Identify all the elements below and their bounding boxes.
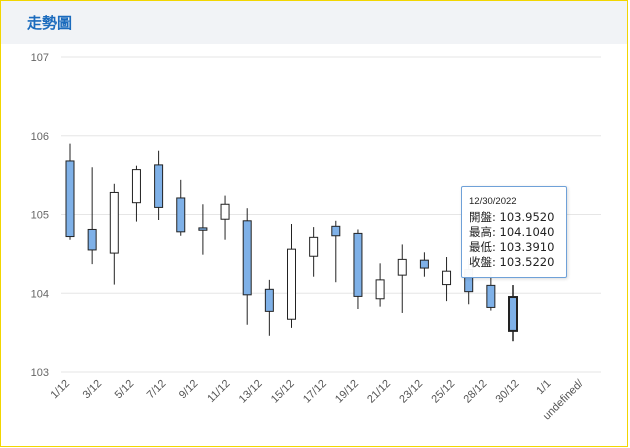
candle-body (486, 284, 496, 308)
candle-body (87, 228, 97, 251)
y-tick-label: 106 (31, 131, 49, 143)
candle-body (65, 160, 75, 238)
candle-body (375, 279, 385, 300)
x-tick-label: 9/12 (177, 378, 201, 402)
tooltip-close: 收盤: 103.5220 (469, 255, 555, 269)
candle-body (176, 197, 186, 233)
candle-body (309, 236, 319, 257)
candle-body (131, 169, 141, 204)
x-tick-label: 3/12 (81, 378, 105, 402)
x-tick-label: 30/12 (494, 378, 522, 406)
panel-header: 走勢圖 (1, 0, 627, 44)
x-tick-label: 11/12 (205, 378, 232, 405)
x-tick-label: 17/12 (301, 378, 329, 406)
x-tick-label: 23/12 (397, 378, 425, 406)
x-tick-label: 19/12 (333, 378, 361, 406)
x-tick-label: 21/12 (365, 378, 393, 406)
x-tick-label: 7/12 (145, 378, 169, 402)
y-tick-label: 104 (31, 288, 49, 300)
x-tick-label: 15/12 (269, 378, 297, 406)
candle-body (442, 270, 452, 286)
y-tick-label: 103 (31, 367, 49, 379)
x-tick-label: 1/1 (534, 378, 553, 397)
tooltip-open: 開盤: 103.9520 (469, 210, 555, 224)
candle-body (397, 258, 407, 276)
x-tick-label: 5/12 (113, 378, 137, 402)
tooltip-date: 12/30/2022 (469, 196, 517, 207)
candle-body (242, 220, 252, 296)
candle-body (109, 191, 119, 254)
candle-body (287, 248, 296, 320)
candle-body (264, 288, 274, 312)
candle-body (419, 259, 429, 269)
candle-body (331, 225, 341, 237)
x-tick-label: 1/12 (48, 378, 72, 402)
candle-tooltip: 12/30/2022 開盤: 103.9520 最高: 104.1040 最低:… (461, 186, 567, 278)
tooltip-high: 最高: 104.1040 (469, 225, 555, 239)
x-tick-label: 25/12 (429, 378, 457, 406)
panel-title: 走勢圖 (27, 14, 73, 32)
candle-body (154, 164, 164, 208)
candle-body (220, 203, 230, 220)
y-tick-label: 105 (31, 210, 49, 222)
x-tick-label: 28/12 (461, 378, 489, 406)
y-tick-label: 107 (31, 52, 49, 64)
x-tick-label: 13/12 (237, 378, 265, 406)
tooltip-low: 最低: 103.3910 (469, 240, 555, 254)
candle-body (353, 232, 363, 297)
candle-body (198, 227, 208, 231)
candle-body (508, 296, 518, 332)
chart-area[interactable]: 103 104 105 106 107 1/12 3/12 5/12 7/12 9/12 11/12… (1, 45, 627, 446)
